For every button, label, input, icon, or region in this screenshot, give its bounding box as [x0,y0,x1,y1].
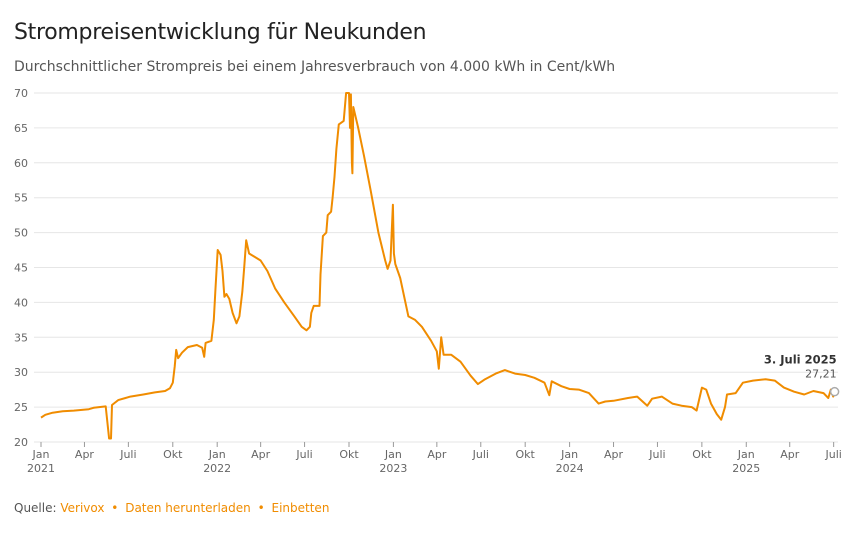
x-tick-label: Apr [75,448,95,461]
x-tick-label: Okt [692,448,712,461]
y-tick-label: 60 [14,157,28,170]
grid-lines [34,92,838,443]
chart-footer: Quelle: Verivox • Daten herunterladen • … [14,501,329,515]
source-label: Quelle: [14,501,57,515]
y-tick-label: 65 [14,122,28,135]
x-tick-label: Jan [560,448,578,461]
chart-title: Strompreisentwicklung für Neukunden [14,20,427,45]
chart-subtitle: Durchschnittlicher Strompreis bei einem … [14,59,616,75]
price-series-line [40,92,836,440]
x-tick-label: Jan [737,448,755,461]
x-tick-label: Okt [163,448,183,461]
x-tick-label: Okt [516,448,536,461]
y-tick-label: 25 [14,401,28,414]
annotation-value: 27,21 [805,368,837,381]
x-tick-year: 2022 [203,462,231,475]
y-tick-label: 70 [14,87,28,100]
x-tick-label: Apr [780,448,800,461]
x-tick-label: Juli [824,448,841,461]
y-axis-ticks: 20 25 30 35 40 45 50 55 60 65 70 [14,87,28,449]
embed-link[interactable]: Einbetten [271,501,330,515]
footer-separator: • [111,501,119,515]
x-tick-label: Jan [32,448,50,461]
x-tick-label: Apr [604,448,624,461]
y-tick-label: 30 [14,366,28,379]
latest-value-annotation: 3. Juli 2025 27,21 [764,353,840,397]
x-tick-label: Juli [472,448,489,461]
x-tick-label: Juli [648,448,665,461]
annotation-date: 3. Juli 2025 [764,353,837,367]
x-tick-year: 2024 [556,462,584,475]
x-tick-label: Jan [208,448,226,461]
y-tick-label: 50 [14,227,28,240]
y-tick-label: 55 [14,192,28,205]
x-tick-year: 2025 [732,462,760,475]
source-link[interactable]: Verivox [60,501,105,515]
x-tick-label: Juli [295,448,312,461]
y-tick-label: 45 [14,262,28,275]
y-tick-label: 35 [14,331,28,344]
annotation-marker[interactable] [829,386,840,397]
y-tick-label: 20 [14,436,28,449]
x-tick-label: Apr [251,448,271,461]
y-tick-label: 40 [14,296,28,309]
x-tick-label: Jan [384,448,402,461]
download-data-link[interactable]: Daten herunterladen [125,501,251,515]
x-tick-year: 2021 [27,462,55,475]
footer-separator: • [257,501,265,515]
x-tick-label: Juli [119,448,136,461]
x-tick-label: Okt [339,448,359,461]
x-tick-year: 2023 [379,462,407,475]
x-tick-label: Apr [427,448,447,461]
